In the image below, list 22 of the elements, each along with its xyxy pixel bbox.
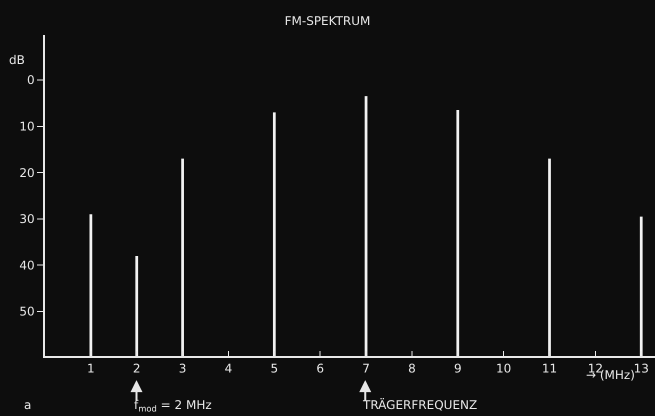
x-tick-label: 2 [132, 361, 141, 376]
chart-title: FM-SPEKTRUM [284, 14, 370, 28]
x-tick-label: 13 [634, 361, 649, 376]
y-tick-label: 40 [19, 258, 35, 272]
x-tick-label: 10 [496, 361, 512, 376]
y-tick-label: 30 [19, 212, 35, 226]
x-tick-label: 1 [87, 361, 95, 376]
x-tick-label: 11 [542, 361, 558, 376]
x-tick-label: 3 [178, 361, 186, 376]
x-tick-label: 5 [270, 361, 278, 376]
y-tick-label: 50 [19, 304, 35, 319]
y-tick-label: 10 [19, 119, 35, 134]
x-tick-label: 7 [362, 361, 370, 376]
text: a [24, 398, 32, 412]
x-tick-label: 9 [454, 361, 462, 376]
x-tick-label: 8 [408, 361, 416, 376]
y-tick-label: 20 [19, 166, 35, 180]
text: TRÄGERFREQUENZ [362, 398, 478, 412]
x-tick-label: 6 [316, 361, 324, 376]
y-axis-title: dB [9, 53, 25, 67]
y-tick-label: 0 [26, 73, 35, 88]
x-tick-label: 4 [224, 361, 232, 376]
